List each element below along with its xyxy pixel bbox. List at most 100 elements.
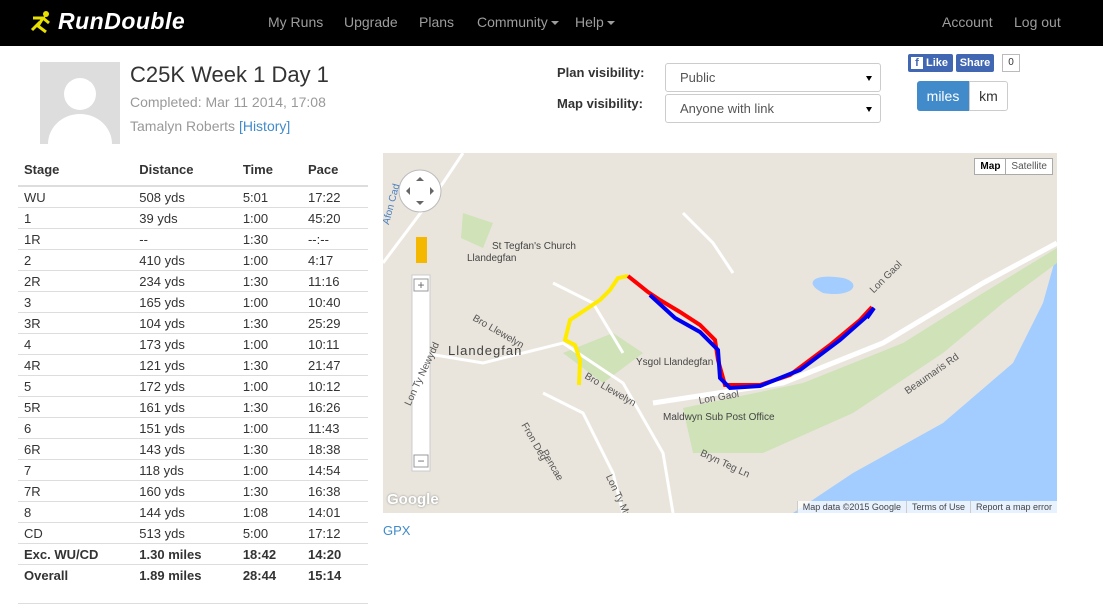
nav-link[interactable]: Help bbox=[575, 14, 615, 30]
split-cell: 2 bbox=[18, 249, 134, 271]
split-cell: 1:30 bbox=[236, 354, 302, 376]
split-cell: WU bbox=[18, 185, 134, 208]
completed: Completed: Mar 11 2014, 17:08 bbox=[130, 94, 326, 110]
total-cell: 14:20 bbox=[301, 543, 368, 565]
history-link[interactable]: [History] bbox=[238, 118, 291, 134]
header-cell: Stage bbox=[18, 154, 134, 187]
total-cell: 1.30 miles bbox=[133, 543, 237, 565]
split-cell: 143 yds bbox=[133, 438, 237, 460]
split-cell: 234 yds bbox=[133, 270, 237, 292]
svg-text:+: + bbox=[417, 278, 424, 292]
split-cell: 151 yds bbox=[133, 417, 237, 439]
split-cell: 3R bbox=[18, 312, 134, 334]
splits: Stage Distance Time Pace WU 508 yds 5:01 17:22 1… bbox=[18, 154, 368, 585]
split-cell: 1:00 bbox=[236, 291, 302, 313]
split-cell: 410 yds bbox=[133, 249, 237, 271]
split-cell: 4:17 bbox=[301, 249, 368, 271]
split-row: 2 410 yds 1:00 4:17 bbox=[18, 249, 368, 271]
fb-like[interactable]: f Like bbox=[908, 54, 953, 72]
split-cell: 144 yds bbox=[133, 501, 237, 523]
split-row: 8 144 yds 1:08 14:01 bbox=[18, 501, 368, 523]
split-cell: 11:16 bbox=[301, 270, 368, 292]
total-row: Overall 1.89 miles 28:44 15:14 bbox=[18, 564, 368, 585]
nav-link[interactable]: Plans bbox=[419, 14, 455, 30]
header-cell: Distance bbox=[133, 154, 237, 187]
split-cell: 39 yds bbox=[133, 207, 237, 229]
split-row: 6R 143 yds 1:30 18:38 bbox=[18, 438, 368, 460]
split-cell: 1:30 bbox=[236, 228, 302, 250]
logo[interactable]: RunDouble bbox=[58, 8, 186, 34]
split-cell: 1 bbox=[18, 207, 134, 229]
split-cell: 5R bbox=[18, 396, 134, 418]
map-type-map[interactable]: Map bbox=[975, 159, 1007, 174]
split-row: 3R 104 yds 1:30 25:29 bbox=[18, 312, 368, 334]
header-cell: Time bbox=[236, 154, 302, 187]
total-cell: 1.89 miles bbox=[133, 564, 237, 585]
split-row: 1 39 yds 1:00 45:20 bbox=[18, 207, 368, 229]
total-row: Exc. WU/CD 1.30 miles 18:42 14:20 bbox=[18, 543, 368, 565]
header-cell: Pace bbox=[301, 154, 368, 187]
split-cell: 45:20 bbox=[301, 207, 368, 229]
split-cell: 17:22 bbox=[301, 185, 368, 208]
plan-label: Plan visibility: bbox=[557, 65, 645, 80]
split-cell: --:-- bbox=[301, 228, 368, 250]
share-count: 0 bbox=[1002, 54, 1020, 72]
athlete: Tamalyn Roberts [History] bbox=[130, 118, 290, 134]
total-cell: 28:44 bbox=[236, 564, 302, 585]
map-label: St Tegfan's Church bbox=[492, 241, 576, 252]
split-cell: 1:30 bbox=[236, 396, 302, 418]
split-cell: 14:54 bbox=[301, 459, 368, 481]
split-cell: 1:30 bbox=[236, 480, 302, 502]
split-cell: 6R bbox=[18, 438, 134, 460]
map-type-satellite[interactable]: Satellite bbox=[1011, 161, 1047, 172]
split-cell: 17:12 bbox=[301, 522, 368, 544]
unit-km[interactable]: km bbox=[969, 81, 1008, 111]
split-cell: 118 yds bbox=[133, 459, 237, 481]
split-cell: 1:00 bbox=[236, 207, 302, 229]
split-cell: 25:29 bbox=[301, 312, 368, 334]
split-cell: 172 yds bbox=[133, 375, 237, 397]
avatar bbox=[40, 62, 120, 144]
split-cell: 21:47 bbox=[301, 354, 368, 376]
split-cell: 8 bbox=[18, 501, 134, 523]
split-row: 2R 234 yds 1:30 11:16 bbox=[18, 270, 368, 292]
unit-miles[interactable]: miles bbox=[917, 81, 969, 111]
split-cell: 11:43 bbox=[301, 417, 368, 439]
nav-link[interactable]: Community bbox=[477, 14, 559, 30]
split-cell: 10:11 bbox=[301, 333, 368, 355]
athlete-name: Tamalyn Roberts bbox=[130, 118, 236, 134]
attribution-item[interactable]: Report a map error bbox=[969, 501, 1057, 513]
nav-link[interactable]: Upgrade bbox=[344, 14, 398, 30]
map-label: Maldwyn Sub Post Office bbox=[663, 412, 775, 423]
map-label: Ysgol Llandegfan bbox=[636, 357, 714, 368]
split-cell: 1R bbox=[18, 228, 134, 250]
attribution-item[interactable]: Terms of Use bbox=[905, 501, 970, 513]
split-cell: 16:26 bbox=[301, 396, 368, 418]
split-cell: 161 yds bbox=[133, 396, 237, 418]
split-row: 4R 121 yds 1:30 21:47 bbox=[18, 354, 368, 376]
nav-link[interactable]: Account bbox=[942, 14, 993, 30]
nav-link[interactable]: Log out bbox=[1014, 14, 1061, 30]
gpx-link[interactable]: GPX bbox=[383, 523, 411, 538]
map-select[interactable]: Anyone with link bbox=[665, 94, 881, 123]
split-cell: 1:00 bbox=[236, 333, 302, 355]
nav-link[interactable]: My Runs bbox=[268, 14, 324, 30]
split-cell: 3 bbox=[18, 291, 134, 313]
split-row: 4 173 yds 1:00 10:11 bbox=[18, 333, 368, 355]
plan-select[interactable]: Public bbox=[665, 63, 881, 92]
map[interactable]: + − St Tegfan's Church Llandegfan Llandegfa… bbox=[383, 153, 1057, 513]
split-cell: 1:30 bbox=[236, 270, 302, 292]
split-row: WU 508 yds 5:01 17:22 bbox=[18, 185, 368, 208]
logo-icon bbox=[30, 11, 50, 34]
split-cell: CD bbox=[18, 522, 134, 544]
split-cell: 165 yds bbox=[133, 291, 237, 313]
split-cell: 508 yds bbox=[133, 185, 237, 208]
split-cell: 2R bbox=[18, 270, 134, 292]
split-cell: 10:12 bbox=[301, 375, 368, 397]
split-cell: 14:01 bbox=[301, 501, 368, 523]
splits-table: Stage Distance Time Pace WU 508 yds 5:01 17:22 1… bbox=[18, 154, 368, 585]
split-cell: 7 bbox=[18, 459, 134, 481]
total-cell: 15:14 bbox=[301, 564, 368, 585]
fb-share[interactable]: Share bbox=[956, 54, 994, 72]
